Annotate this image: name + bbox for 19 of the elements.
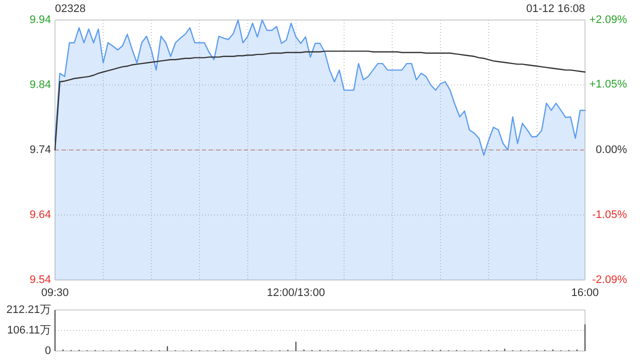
y2-tick-label: 0.00% [596,144,628,156]
x-tick-label: 09:30 [41,286,69,299]
y-tick-label: 9.84 [30,78,51,91]
y2-tick-label: -1.05% [592,209,628,222]
line-series [54,50,586,151]
y-tick-label: 9.94 [30,14,51,26]
y-tick-label: 0 [44,344,51,357]
y-tick-label: 9.64 [30,208,51,221]
y-tick-label: 9.54 [30,274,51,286]
y2-tick-label: -2.09% [592,274,628,286]
y2-tick-label: +2.09% [589,14,628,26]
x-tick-label: 12:00/13:00 [266,286,325,299]
chart-title: 02328 [55,2,86,15]
y-tick-label: 212.21万 [6,304,51,316]
y-tick-label: 106.11万 [7,324,51,336]
x-tick-label: 16:00 [571,286,599,299]
y-tick-label: 9.74 [30,144,51,156]
chart-subtitle: 01-12 16:08 [526,2,585,15]
y2-tick-label: +1.05% [589,78,628,91]
